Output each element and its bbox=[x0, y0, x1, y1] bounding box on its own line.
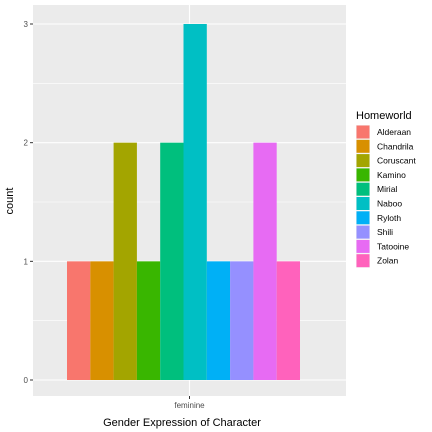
y-tick-label: 0 bbox=[24, 376, 29, 385]
legend-label-tatooine: Tatooine bbox=[377, 241, 409, 251]
legend: Homeworld Alderaan Chandrila Coruscant Kami… bbox=[356, 110, 416, 268]
legend-swatch-coruscant bbox=[356, 154, 370, 168]
y-axis: 0 1 2 3 bbox=[24, 20, 33, 385]
bar-ryloth bbox=[206, 261, 231, 380]
x-tick-label: feminine bbox=[174, 401, 205, 410]
bar-shili bbox=[230, 261, 254, 380]
legend-swatch-kamino bbox=[356, 168, 370, 182]
y-tick-label: 3 bbox=[24, 20, 29, 29]
legend-label-mirial: Mirial bbox=[377, 184, 397, 194]
legend-swatch-shili bbox=[356, 225, 370, 239]
legend-label-shili: Shili bbox=[377, 227, 393, 237]
legend-label-ryloth: Ryloth bbox=[377, 213, 401, 223]
x-axis: feminine bbox=[174, 396, 205, 410]
y-axis-title: count bbox=[4, 188, 16, 215]
legend-title: Homeworld bbox=[356, 110, 412, 122]
bar-tatooine bbox=[253, 142, 277, 380]
bar-coruscant bbox=[113, 142, 137, 380]
x-axis-title: Gender Expression of Character bbox=[103, 417, 261, 429]
legend-label-naboo: Naboo bbox=[377, 199, 402, 209]
bar-chandrila bbox=[90, 261, 114, 380]
legend-label-chandrila: Chandrila bbox=[377, 141, 414, 151]
bar-mirial bbox=[160, 142, 184, 380]
legend-swatch-naboo bbox=[356, 197, 370, 210]
legend-label-coruscant: Coruscant bbox=[377, 156, 416, 166]
y-tick-label: 1 bbox=[24, 257, 29, 266]
legend-swatch-alderaan bbox=[356, 125, 370, 139]
bars bbox=[67, 24, 300, 380]
legend-swatch-chandrila bbox=[356, 139, 370, 153]
legend-swatch-ryloth bbox=[356, 211, 370, 225]
bar-alderaan bbox=[67, 261, 91, 380]
legend-label-kamino: Kamino bbox=[377, 170, 406, 180]
legend-swatch-mirial bbox=[356, 182, 370, 196]
legend-label-zolan: Zolan bbox=[377, 256, 399, 266]
bar-zolan bbox=[276, 261, 300, 380]
legend-swatch-tatooine bbox=[356, 239, 370, 253]
bar-kamino bbox=[136, 261, 161, 380]
y-tick-label: 2 bbox=[24, 139, 29, 148]
legend-swatch-zolan bbox=[356, 254, 370, 268]
legend-label-alderaan: Alderaan bbox=[377, 127, 411, 137]
bar-naboo bbox=[183, 24, 207, 380]
